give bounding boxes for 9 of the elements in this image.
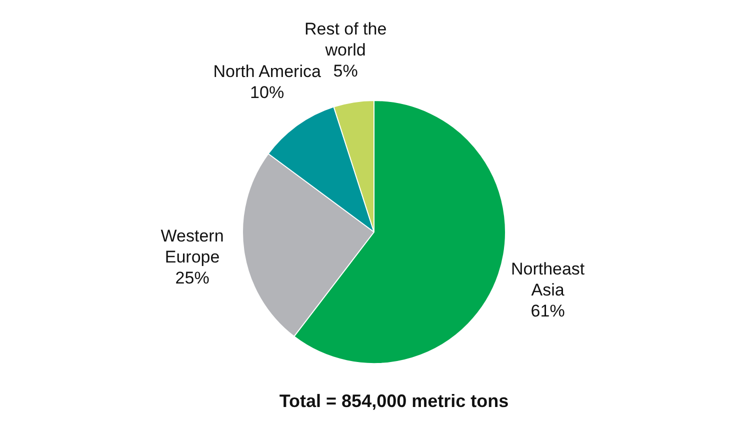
data-label: 10% [250, 83, 284, 102]
slice-label: Western Europe [160, 226, 224, 266]
slice-label: Northeast Asia [510, 260, 585, 300]
data-label: 61% [530, 302, 565, 321]
slice-label: Rest of the world [304, 19, 387, 60]
data-label: 25% [175, 268, 210, 288]
slice-label: North America [213, 62, 322, 82]
data-label: 5% [333, 61, 358, 80]
text: Total = 854,000 metric tons [279, 390, 509, 411]
